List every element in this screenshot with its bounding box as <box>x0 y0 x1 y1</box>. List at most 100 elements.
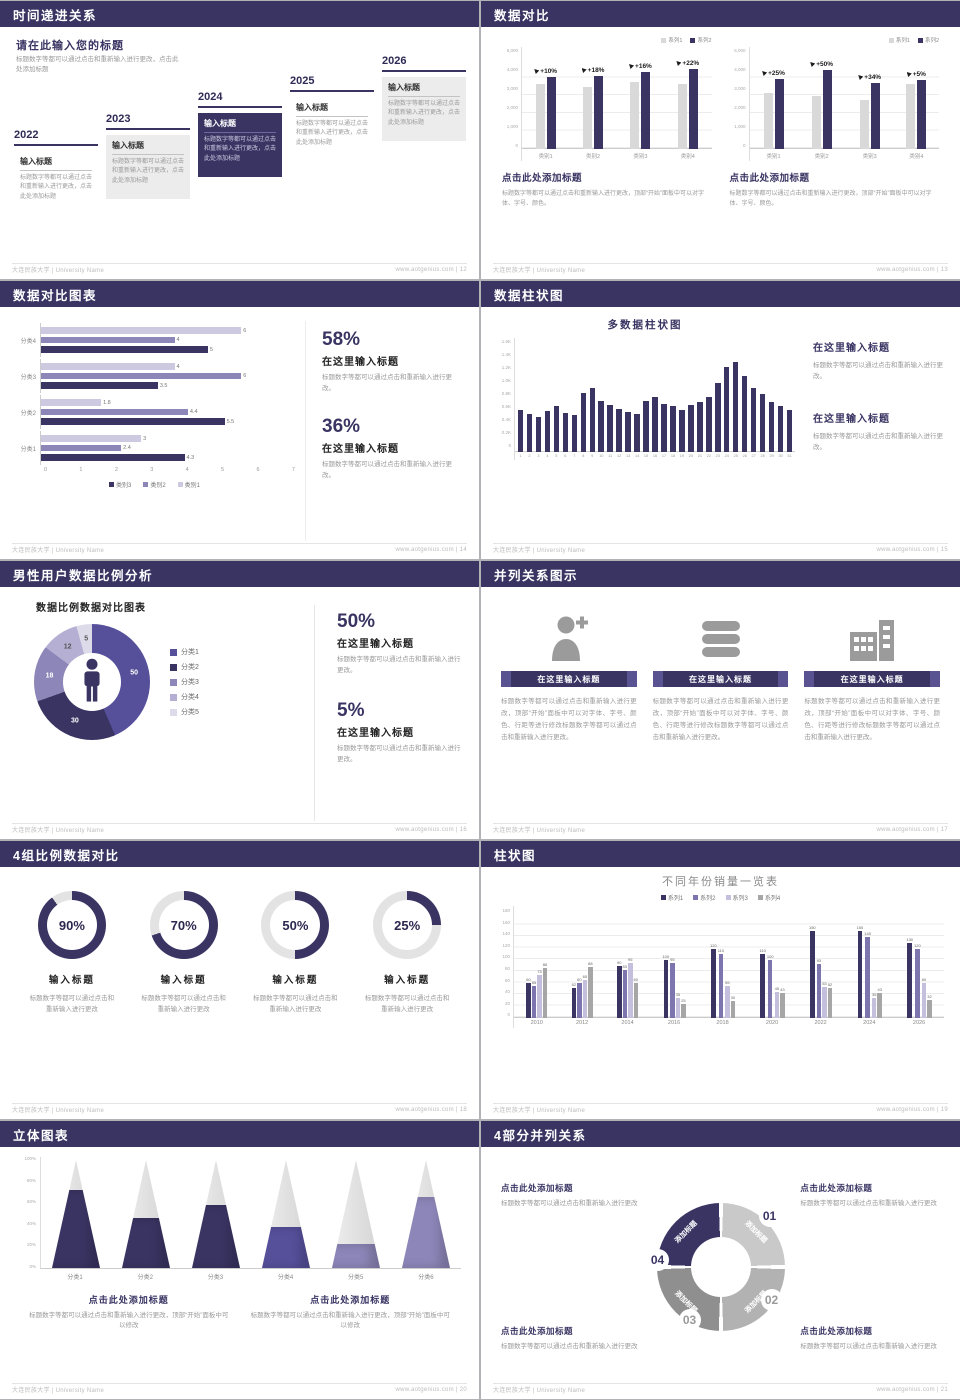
slide-header: 4组比例数据对比 <box>0 841 479 867</box>
bar-group: +25% 类别1 <box>762 70 785 161</box>
y-tick: 100 <box>502 954 510 960</box>
bar-wrap: 6 <box>562 413 569 460</box>
value-label: 60 <box>633 977 638 982</box>
donut-hole <box>63 653 121 711</box>
timeline-year: 2024 <box>198 91 282 108</box>
bar <box>633 983 639 1018</box>
y-tick: 140 <box>502 931 510 937</box>
legend-label: 分类2 <box>181 664 199 671</box>
bar-wrap: 35 <box>675 992 681 1018</box>
timeline-text: 标题数字等都可以通过点击和重新输入进行更改，点击此处添加标题 <box>204 137 277 162</box>
column-header-ribbon: 在这里输入标题 <box>652 671 789 687</box>
bar-wrap: 30 <box>777 406 784 460</box>
bar-wrap: 60 <box>577 977 582 1018</box>
bar <box>588 967 593 1018</box>
y-tick: 0.2K <box>501 429 511 435</box>
caption-title: 点击此处添加标题 <box>729 173 810 184</box>
legend-swatch <box>757 895 763 900</box>
bar-wrap: 75 <box>537 969 542 1018</box>
legend-item: 系列3 <box>725 893 748 902</box>
bars: 120 110 55 30 <box>710 943 736 1018</box>
value-label: 3.5 <box>159 382 168 389</box>
stat-text: 标题数字等都可以通过点击和重新输入进行更改。 <box>337 656 461 675</box>
bar-wrap: 19 <box>678 410 685 460</box>
bar-wrap: 11 <box>607 405 614 460</box>
bar <box>634 414 640 452</box>
delta-label: +5% <box>906 71 926 78</box>
y-tick: 20% <box>26 1242 36 1247</box>
slide-footer: 大连民族大学 | University Name www.aotgenius.c… <box>12 263 467 275</box>
bar <box>767 960 773 1018</box>
bars: 52 60 65 88 <box>571 961 593 1018</box>
bars <box>811 70 832 149</box>
bar-group: 60 55 75 86 2010 <box>526 962 548 1028</box>
bar <box>41 454 185 461</box>
bar-line: 6 <box>41 327 295 335</box>
bar-group: 150 93 53 52 2022 <box>808 925 833 1028</box>
cone-wrap <box>327 1160 385 1268</box>
bar <box>816 964 822 1018</box>
chart-area: 180 160 140 120 100 80 60 40 20 0 60 55 75 86 2010 52 6… <box>497 906 944 1028</box>
block-text: 标题数字等都可以通过点击和重新输入进行更改 <box>800 1200 937 1207</box>
arrow-icon <box>581 68 587 73</box>
bar-wrap: 1 <box>517 410 524 460</box>
bar <box>41 327 242 334</box>
bar <box>759 394 766 452</box>
slide-footer: 大连民族大学 | University Name www.aotgenius.c… <box>12 823 467 835</box>
icon-wrap <box>550 607 588 661</box>
segment-number: 03 <box>678 1309 701 1331</box>
bar-wrap: 5 <box>553 406 560 460</box>
value-label: 150 <box>808 925 816 930</box>
block-text: 标题数字等都可以通过点击和重新输入进行更改。 <box>813 433 943 452</box>
x-tick: 29 <box>769 454 774 458</box>
grouped-bar-chart: 5,000 4,000 3,000 2,000 1,000 0 +10% 类别1 +18% 类别2… <box>502 47 712 161</box>
bar <box>652 397 658 452</box>
x-tick: 6 <box>256 467 260 473</box>
slide-title: 数据对比 <box>494 8 551 23</box>
timeline-box: 输入标题 标题数字等都可以通过点击和重新输入进行更改，点击此处添加标题 <box>106 135 190 199</box>
legend-swatch <box>917 37 923 43</box>
bar <box>41 408 188 416</box>
ring-percent: 90% <box>58 917 85 933</box>
category-label: 分类3 <box>20 374 36 381</box>
bars: 60 55 75 86 <box>526 962 548 1018</box>
value-label: 100 <box>662 954 670 959</box>
legend-swatch <box>177 482 183 487</box>
bar-wrap: 120 <box>710 943 717 1018</box>
bar-wrap: 45 <box>774 986 780 1018</box>
bar <box>607 405 613 452</box>
x-axis: 分类1 分类2 分类3 分类4 分类5 分类6 <box>40 1269 461 1281</box>
x-tick: 31 <box>787 454 792 458</box>
category-label: 2014 <box>621 1020 634 1026</box>
bar-wrap: 21 <box>696 402 703 460</box>
ratio-column: 25% 输入标题 标题数字等都可以通过点击和重新输入进行更改 <box>356 891 458 1101</box>
cone <box>402 1160 450 1268</box>
footer-university: 大连民族大学 | University Name <box>493 548 586 554</box>
legend-swatch <box>725 895 731 900</box>
bar <box>877 993 882 1018</box>
slide-header: 并列关系图示 <box>481 561 960 587</box>
bar-wrap: 3 <box>535 417 542 460</box>
bar-line: 4.3 <box>41 454 295 462</box>
value-label: 6 <box>243 373 247 379</box>
bar <box>730 1001 736 1018</box>
category-label: 分类4 <box>277 1275 294 1281</box>
bar <box>41 435 142 442</box>
bar <box>827 988 833 1018</box>
right-column: 点击此处添加标题 标题数字等都可以通过点击和重新输入进行更改 点击此处添加标题 … <box>800 1172 940 1362</box>
male-icon <box>84 658 100 702</box>
value-label: 4.4 <box>189 409 198 415</box>
cone <box>262 1160 310 1268</box>
cone <box>192 1160 240 1268</box>
y-tick: 3,000 <box>734 86 746 92</box>
bar-wrap: 26 <box>741 376 748 460</box>
ratio-column: 50% 输入标题 标题数字等都可以通过点击和重新输入进行更改 <box>244 891 346 1101</box>
slide-footer: 大连民族大学 | University Name www.aotgenius.c… <box>493 823 948 835</box>
legend-label: 分类3 <box>181 679 199 686</box>
bar <box>41 382 158 389</box>
bar-wrap: 95 <box>628 957 633 1018</box>
value-label: 75 <box>537 969 542 974</box>
bar <box>670 406 676 452</box>
y-tick: 60 <box>504 977 510 983</box>
x-tick: 2 <box>528 454 531 458</box>
